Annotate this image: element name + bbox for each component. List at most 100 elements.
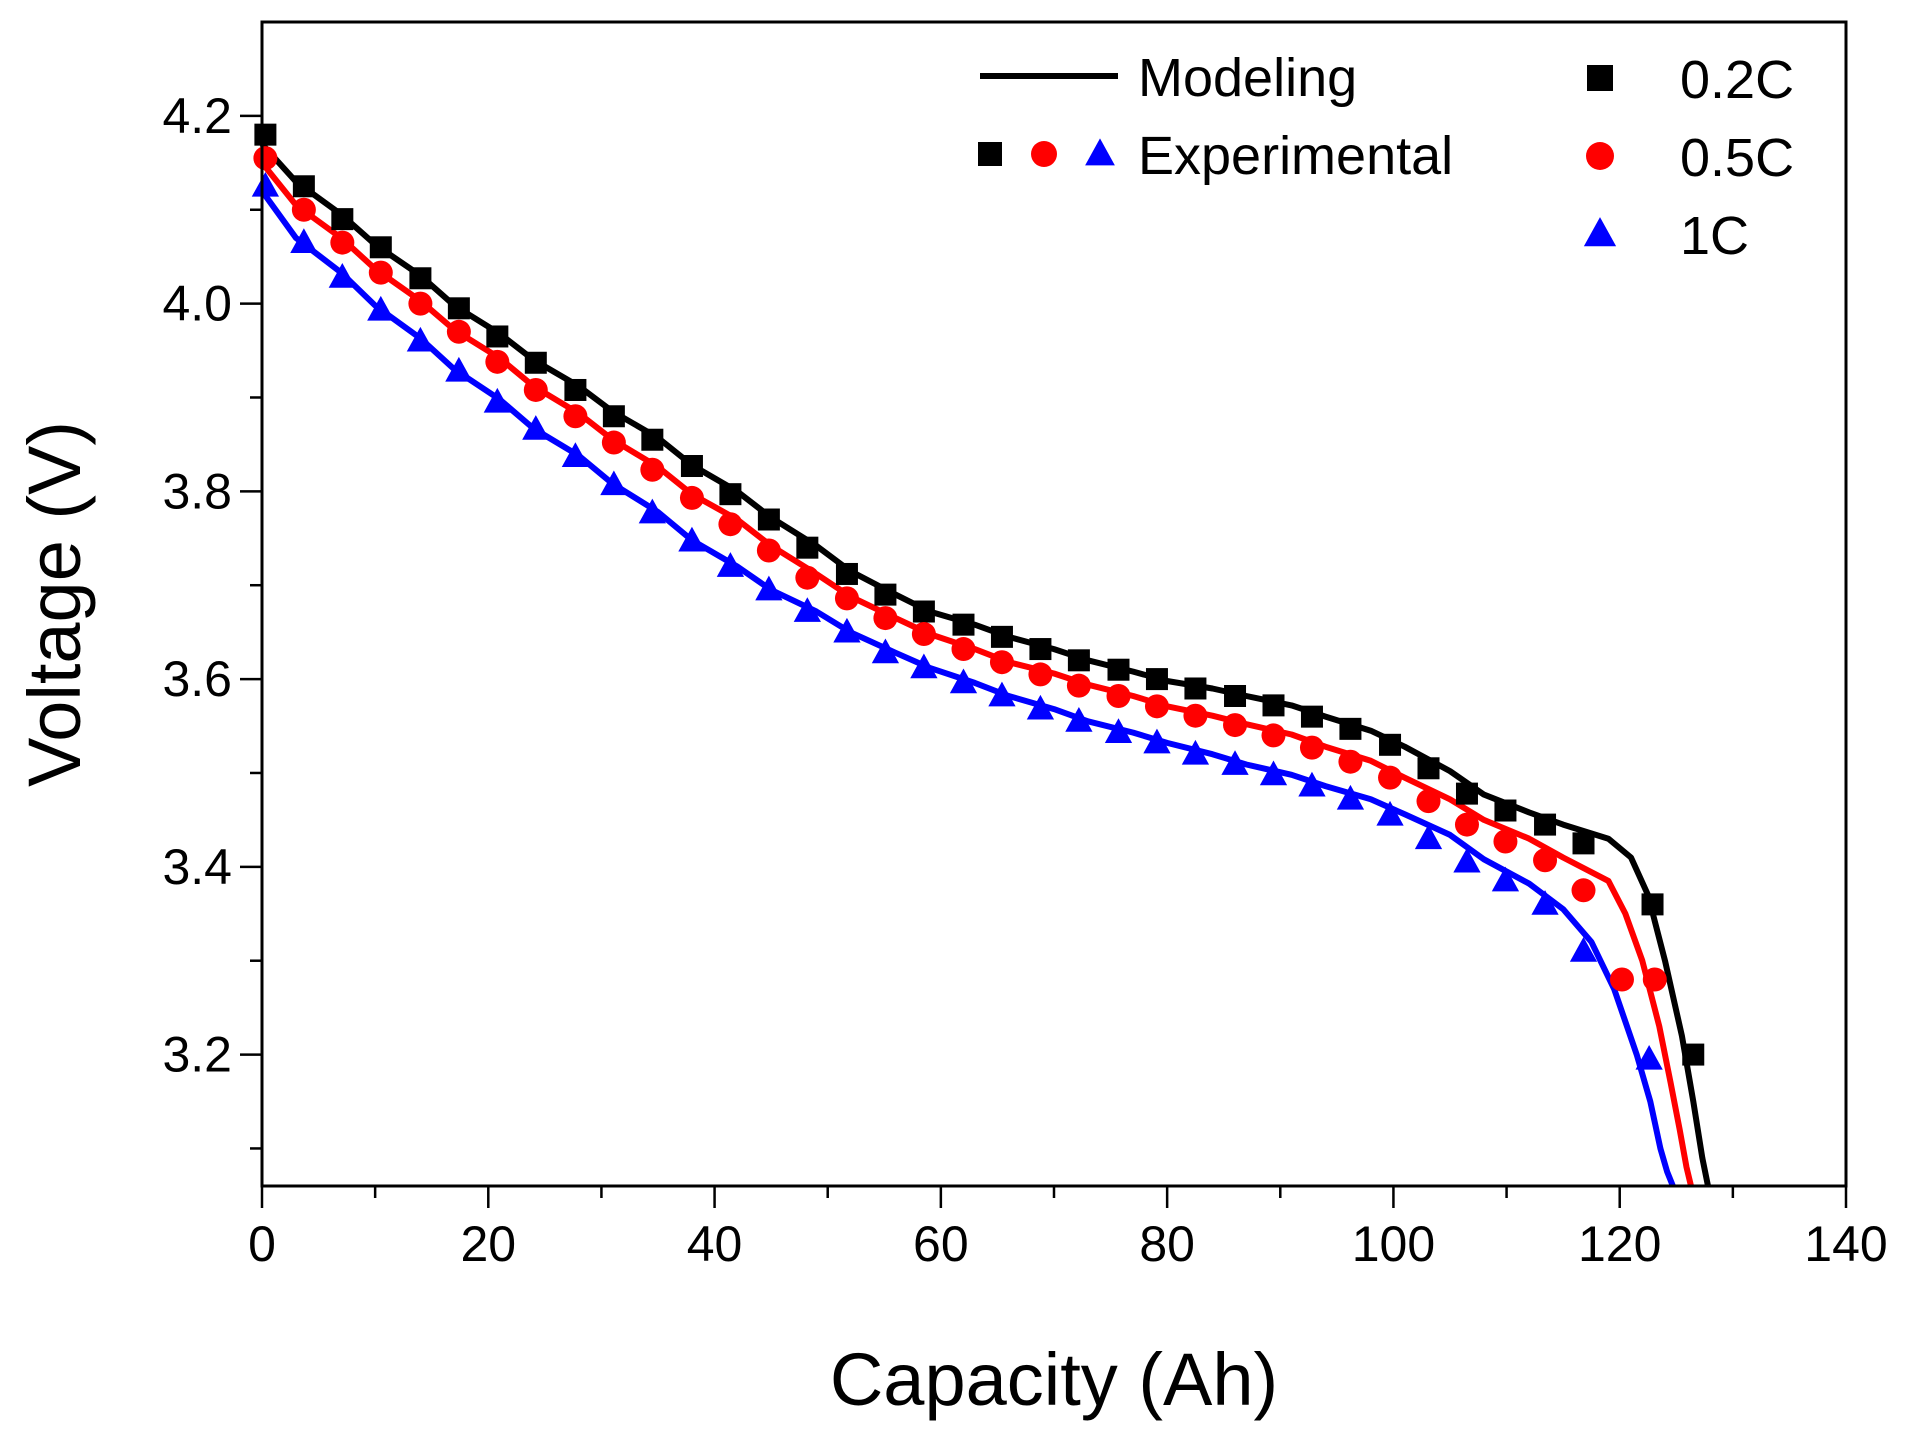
data-point-1C bbox=[1491, 866, 1520, 892]
data-point-05C bbox=[834, 586, 859, 611]
data-point-02C bbox=[369, 236, 392, 259]
legend-experimental-marker bbox=[978, 142, 1002, 166]
data-point-1C bbox=[1298, 771, 1326, 797]
data-point-05C bbox=[1028, 662, 1053, 687]
x-tick-label: 120 bbox=[1578, 1216, 1661, 1272]
data-point-05C bbox=[1299, 735, 1324, 760]
data-point-05C bbox=[1106, 683, 1131, 708]
data-point-05C bbox=[873, 606, 898, 631]
model-curve-1C bbox=[259, 189, 1676, 1188]
data-point-05C bbox=[1223, 713, 1248, 738]
x-tick-label: 0 bbox=[248, 1216, 276, 1272]
data-point-02C bbox=[757, 508, 780, 531]
data-point-02C bbox=[719, 483, 742, 506]
data-point-1C bbox=[793, 597, 821, 622]
data-point-05C bbox=[795, 565, 820, 590]
data-point-02C bbox=[796, 536, 819, 559]
data-point-1C bbox=[522, 415, 550, 440]
data-point-02C bbox=[409, 267, 432, 290]
legend-experimental-markers bbox=[978, 138, 1115, 167]
legend-marker-05C bbox=[1586, 142, 1614, 170]
data-point-1C bbox=[1104, 718, 1133, 743]
data-point-02C bbox=[1300, 705, 1323, 728]
x-tick-label: 100 bbox=[1352, 1216, 1435, 1272]
data-point-1C bbox=[328, 263, 356, 288]
x-tick-label: 140 bbox=[1804, 1216, 1887, 1272]
data-point-05C bbox=[1642, 967, 1667, 992]
data-point-05C bbox=[1144, 694, 1169, 719]
data-point-1C bbox=[949, 668, 978, 694]
y-axis-ticks: 3.2 3.4 3.6 3.8 4.0 4.2 bbox=[162, 88, 262, 1150]
y-tick-label: 3.8 bbox=[162, 463, 232, 519]
data-point-05C bbox=[718, 512, 743, 537]
data-point-05C bbox=[1533, 848, 1558, 873]
data-point-05C bbox=[408, 291, 433, 316]
data-point-02C bbox=[254, 123, 277, 146]
data-point-1C bbox=[1569, 937, 1598, 962]
legend: Modeling Experimental 0.2C 0.5C 1C bbox=[978, 48, 1794, 266]
data-point-1C bbox=[290, 228, 318, 253]
data-point-1C bbox=[406, 326, 435, 352]
data-point-1C bbox=[445, 356, 473, 382]
data-point-02C bbox=[1107, 658, 1130, 681]
data-point-02C bbox=[447, 297, 470, 320]
x-tick-label: 20 bbox=[460, 1216, 516, 1272]
data-point-05C bbox=[1183, 703, 1208, 728]
plot-frame bbox=[260, 20, 1848, 1188]
legend-experimental-marker bbox=[1031, 141, 1057, 167]
data-point-1C bbox=[871, 638, 900, 664]
data-point-05C bbox=[1378, 765, 1403, 790]
data-point-1C bbox=[638, 498, 666, 524]
legend-label-1C: 1C bbox=[1680, 206, 1749, 266]
data-point-1C bbox=[1026, 694, 1055, 720]
data-point-1C bbox=[1336, 784, 1365, 810]
y-tick-label: 3.2 bbox=[162, 1027, 232, 1083]
plot-axes bbox=[260, 20, 1848, 1188]
data-point-1C bbox=[1376, 800, 1404, 826]
data-point-02C bbox=[1379, 733, 1402, 756]
legend-marker-02C bbox=[1587, 65, 1613, 91]
legend-label-02C: 0.2C bbox=[1680, 50, 1794, 110]
data-point-02C bbox=[874, 583, 897, 606]
x-tick-label: 60 bbox=[913, 1216, 969, 1272]
data-point-05C bbox=[1454, 812, 1479, 837]
data-point-1C bbox=[251, 171, 280, 197]
data-point-05C bbox=[989, 650, 1014, 675]
data-point-1C bbox=[716, 552, 745, 577]
data-point-02C bbox=[1682, 1043, 1705, 1066]
x-axis-ticks: 0 20 40 60 80 100 120 140 bbox=[248, 1186, 1888, 1272]
data-point-1C bbox=[367, 295, 395, 321]
y-tick-label: 3.4 bbox=[162, 839, 232, 895]
data-point-05C bbox=[756, 538, 781, 563]
data-point-02C bbox=[564, 378, 587, 401]
data-point-02C bbox=[1029, 638, 1052, 661]
data-point-05C bbox=[951, 637, 976, 662]
data-point-05C bbox=[563, 404, 588, 429]
data-point-05C bbox=[1493, 829, 1518, 854]
data-point-1C bbox=[1259, 760, 1288, 786]
data-point-1C bbox=[678, 526, 706, 552]
data-point-1C bbox=[833, 617, 861, 643]
data-point-1C bbox=[910, 653, 938, 679]
data-point-05C bbox=[601, 430, 626, 455]
y-axis-title: Voltage (V) bbox=[13, 421, 96, 787]
x-axis-title: Capacity (Ah) bbox=[830, 1338, 1278, 1421]
data-point-1C bbox=[1531, 890, 1559, 915]
data-point-02C bbox=[331, 208, 354, 231]
y-tick-label: 4.0 bbox=[162, 276, 232, 332]
data-point-02C bbox=[486, 325, 509, 348]
data-point-05C bbox=[368, 260, 393, 285]
data-point-02C bbox=[1417, 757, 1440, 780]
data-point-02C bbox=[912, 600, 935, 623]
data-point-1C bbox=[600, 470, 628, 496]
data-point-02C bbox=[835, 562, 858, 585]
data-point-02C bbox=[641, 428, 664, 451]
data-point-02C bbox=[680, 455, 703, 478]
data-point-05C bbox=[1416, 789, 1441, 814]
data-point-05C bbox=[1261, 723, 1286, 748]
model-curves bbox=[259, 141, 1711, 1188]
legend-modeling-label: Modeling bbox=[1138, 48, 1357, 108]
data-point-02C bbox=[1572, 832, 1595, 855]
x-tick-label: 80 bbox=[1139, 1216, 1195, 1272]
